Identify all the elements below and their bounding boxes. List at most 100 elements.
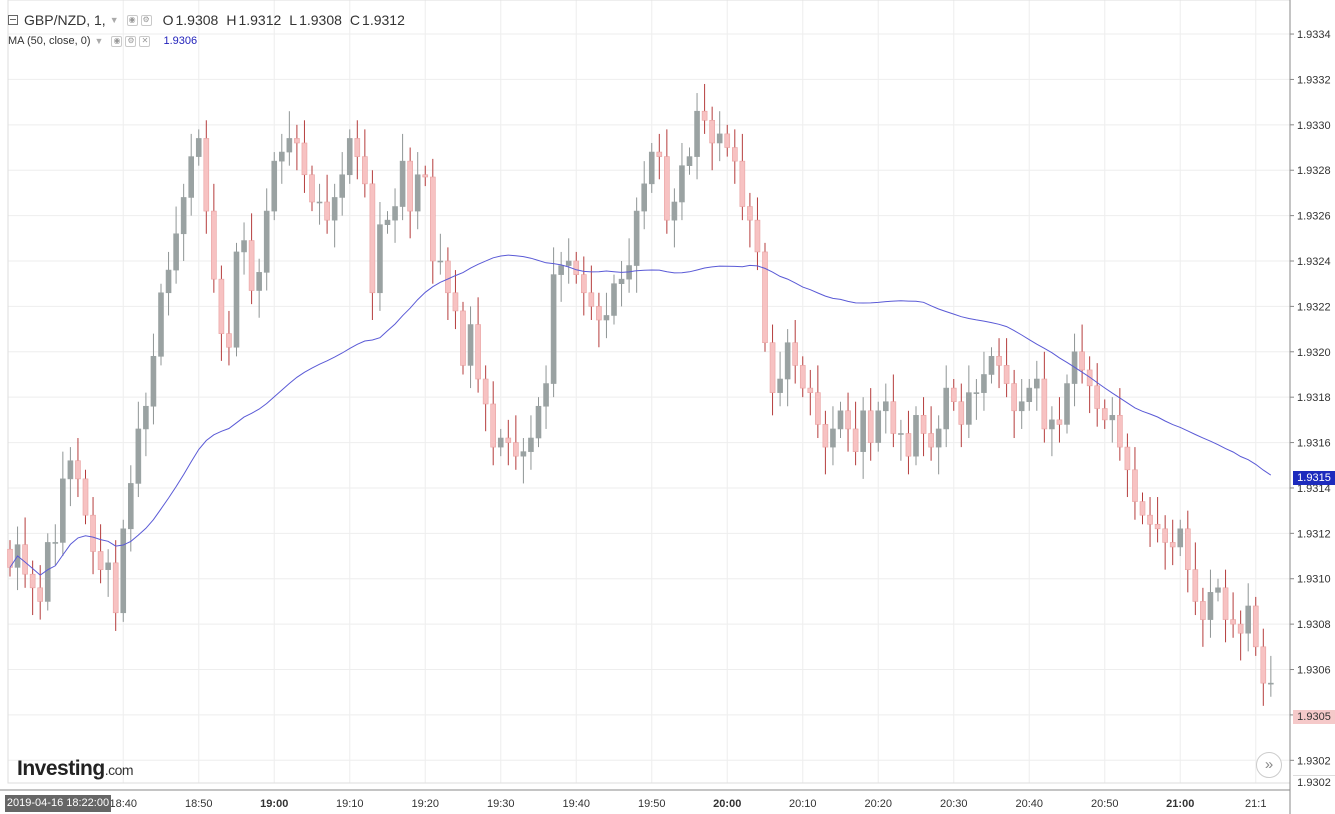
candle-body (1192, 569, 1199, 602)
candle-body (286, 138, 293, 153)
candle-body (1079, 351, 1085, 371)
candle-up (286, 111, 293, 166)
x-tick-label: 18:40 (109, 798, 137, 810)
candle-body (1041, 378, 1048, 430)
candle-body (1139, 501, 1146, 516)
candle-body (203, 138, 210, 212)
eye-icon[interactable]: ◉ (126, 14, 138, 26)
candle-down (920, 397, 927, 457)
candle-up (105, 549, 111, 597)
candle-body (150, 356, 157, 407)
scroll-right-button[interactable]: » (1256, 752, 1282, 778)
candle-down (845, 392, 851, 452)
candle-body (263, 210, 270, 273)
candle-body (754, 219, 761, 253)
candle-body (799, 365, 806, 389)
candle-down (1237, 610, 1244, 661)
candle-down (792, 320, 799, 384)
candle-up (671, 188, 678, 248)
candle-body (709, 119, 715, 144)
candle-down (354, 120, 361, 180)
candle-up (377, 201, 383, 311)
x-tick-label: 19:10 (336, 798, 364, 810)
symbol-label[interactable]: GBP/NZD, 1, (24, 12, 106, 28)
x-tick-label: 21:1 (1245, 798, 1266, 810)
candle-up (973, 379, 980, 420)
candle-down (1162, 515, 1168, 570)
candle-body (1222, 587, 1229, 620)
candle-body (52, 542, 59, 544)
candle-up (981, 351, 987, 411)
candle-down (422, 165, 429, 187)
candle-body (664, 156, 670, 221)
candle-body (437, 260, 444, 263)
x-tick-label: 19:00 (260, 798, 288, 810)
logo-suffix: .com (104, 762, 134, 778)
candle-up (837, 401, 844, 439)
candle-body (369, 183, 376, 294)
candle-up (316, 183, 323, 225)
candle-down (815, 365, 821, 439)
candle-up (271, 152, 278, 221)
candle-body (905, 433, 912, 457)
candle-up (966, 365, 972, 439)
candle-body (22, 544, 28, 575)
chevron-down-icon[interactable]: ▼ (109, 15, 119, 25)
indicator-close-icon[interactable]: ✕ (139, 35, 151, 47)
candle-up (558, 251, 564, 302)
collapse-icon[interactable] (8, 15, 18, 25)
candle-down (1132, 447, 1138, 520)
indicator-gear-icon[interactable]: ⚙ (125, 35, 137, 47)
candle-up (173, 206, 179, 284)
candle-down (950, 379, 957, 411)
candle-up (716, 111, 723, 162)
candle-body (837, 410, 844, 430)
candle-body (165, 269, 172, 294)
indicator-label[interactable]: MA (50, close, 0) (8, 35, 91, 47)
candle-body (1132, 469, 1138, 502)
candle-down (1260, 628, 1267, 706)
candle-body (1101, 408, 1108, 421)
candle-up (241, 222, 247, 275)
y-axis[interactable]: 1.9334 1.9332 1.9330 1.9328 1.9326 1.9324 1.93… (1290, 29, 1331, 767)
candle-body (97, 551, 104, 570)
candle-body (128, 483, 134, 530)
candle-down (452, 270, 459, 330)
candle-body (226, 333, 232, 348)
x-tick-label: 20:40 (1015, 798, 1043, 810)
candle-down (203, 120, 210, 234)
gear-icon[interactable]: ⚙ (140, 14, 152, 26)
candle-down (701, 83, 708, 134)
candle-down (580, 256, 587, 316)
candle-body (535, 405, 542, 439)
candle-body (1230, 619, 1236, 625)
candle-body (1026, 387, 1033, 403)
candle-down (1200, 587, 1206, 647)
candle-up (1049, 406, 1055, 457)
x-axis[interactable]: 18:40 18:50 19:00 19:10 19:20 19:30 19:40 19:50… (109, 798, 1266, 810)
indicator-eye-icon[interactable]: ◉ (111, 35, 123, 47)
candle-up (331, 183, 338, 248)
candle-down (709, 106, 715, 171)
x-tick-label: 19:30 (487, 798, 515, 810)
candle-body (294, 138, 300, 144)
candle-down (852, 401, 859, 466)
candle-body (90, 514, 96, 552)
candle-up (165, 251, 172, 316)
candle-down (294, 124, 300, 171)
candle-down (807, 369, 814, 416)
candle-body (716, 133, 723, 144)
candle-down (97, 524, 104, 584)
indicator-chevron-down-icon[interactable]: ▼ (94, 36, 104, 46)
candle-down (248, 213, 255, 305)
candle-body (596, 306, 602, 321)
candle-up (1109, 397, 1116, 443)
candle-body (414, 174, 421, 212)
candle-up (633, 197, 640, 293)
candle-up (188, 133, 194, 216)
candle-body (1018, 401, 1025, 412)
high-label: H (226, 12, 237, 28)
candle-down (429, 158, 436, 284)
candle-down (1154, 497, 1161, 543)
